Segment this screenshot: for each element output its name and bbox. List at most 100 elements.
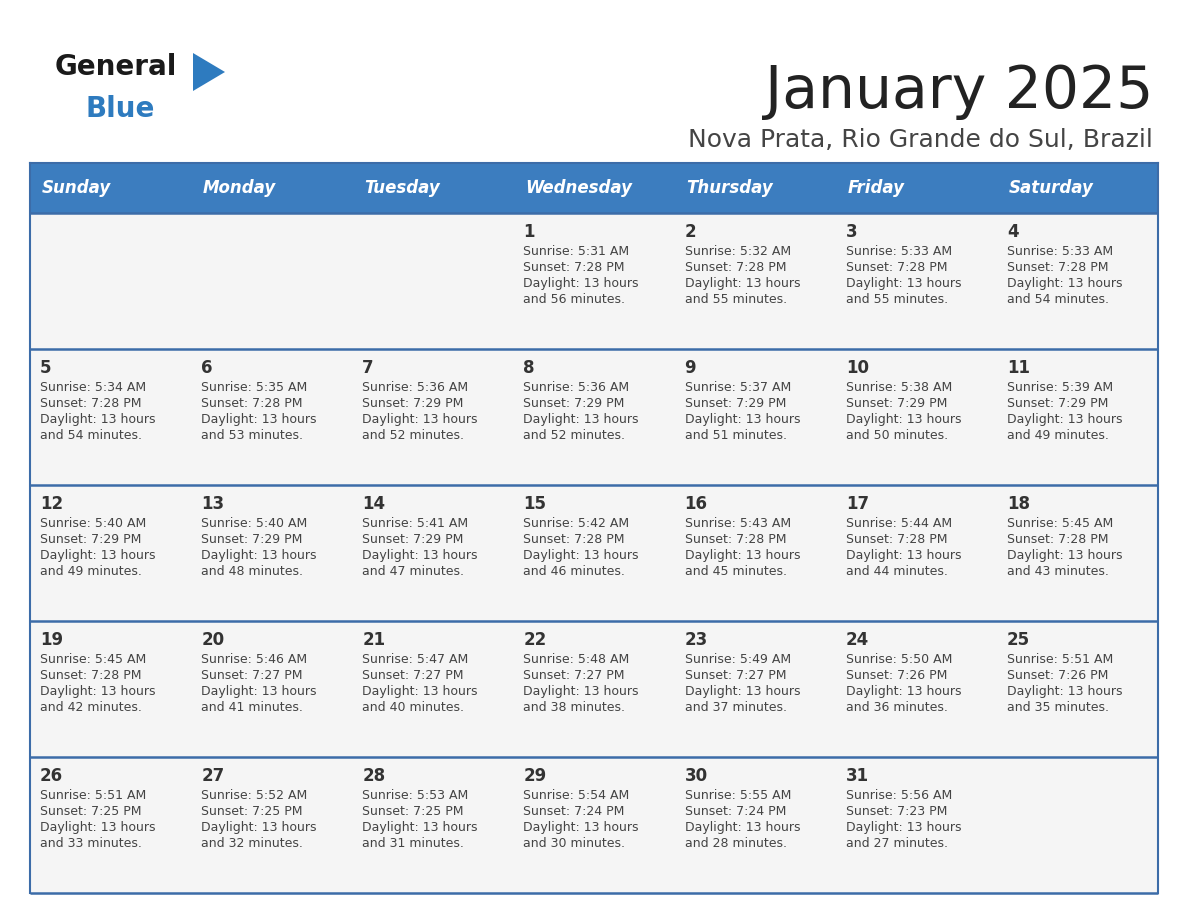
Text: Sunset: 7:29 PM: Sunset: 7:29 PM xyxy=(362,533,463,546)
Text: Daylight: 13 hours: Daylight: 13 hours xyxy=(362,685,478,698)
Text: Daylight: 13 hours: Daylight: 13 hours xyxy=(524,277,639,290)
Bar xyxy=(30,485,191,621)
Bar xyxy=(191,163,353,213)
Bar xyxy=(835,621,997,757)
Text: Daylight: 13 hours: Daylight: 13 hours xyxy=(1007,413,1123,426)
Text: 31: 31 xyxy=(846,767,868,785)
Text: Sunrise: 5:38 AM: Sunrise: 5:38 AM xyxy=(846,381,952,394)
Text: Daylight: 13 hours: Daylight: 13 hours xyxy=(524,549,639,562)
Bar xyxy=(191,757,353,893)
Text: Sunrise: 5:31 AM: Sunrise: 5:31 AM xyxy=(524,245,630,258)
Text: Sunrise: 5:48 AM: Sunrise: 5:48 AM xyxy=(524,653,630,666)
Text: 6: 6 xyxy=(201,359,213,377)
Bar xyxy=(353,621,513,757)
Text: and 51 minutes.: and 51 minutes. xyxy=(684,429,786,442)
Text: Daylight: 13 hours: Daylight: 13 hours xyxy=(846,413,961,426)
Text: Sunrise: 5:54 AM: Sunrise: 5:54 AM xyxy=(524,789,630,802)
Text: Sunset: 7:27 PM: Sunset: 7:27 PM xyxy=(362,669,463,682)
Text: Sunset: 7:25 PM: Sunset: 7:25 PM xyxy=(362,805,463,818)
Text: 26: 26 xyxy=(40,767,63,785)
Bar xyxy=(353,163,513,213)
Text: and 44 minutes.: and 44 minutes. xyxy=(846,565,948,578)
Text: Daylight: 13 hours: Daylight: 13 hours xyxy=(201,685,317,698)
Bar xyxy=(513,621,675,757)
Text: January 2025: January 2025 xyxy=(765,63,1154,120)
Text: Sunrise: 5:40 AM: Sunrise: 5:40 AM xyxy=(201,517,308,530)
Text: and 52 minutes.: and 52 minutes. xyxy=(524,429,625,442)
Bar xyxy=(353,349,513,485)
Text: Sunset: 7:28 PM: Sunset: 7:28 PM xyxy=(1007,261,1108,274)
Text: and 53 minutes.: and 53 minutes. xyxy=(201,429,303,442)
Bar xyxy=(997,349,1158,485)
Text: Sunset: 7:29 PM: Sunset: 7:29 PM xyxy=(846,397,947,410)
Text: 10: 10 xyxy=(846,359,868,377)
Text: General: General xyxy=(55,53,177,81)
Bar xyxy=(835,163,997,213)
Text: and 28 minutes.: and 28 minutes. xyxy=(684,837,786,850)
Text: Daylight: 13 hours: Daylight: 13 hours xyxy=(40,413,156,426)
Bar xyxy=(997,621,1158,757)
Text: Sunset: 7:24 PM: Sunset: 7:24 PM xyxy=(684,805,786,818)
Text: Sunrise: 5:35 AM: Sunrise: 5:35 AM xyxy=(201,381,308,394)
Text: Sunrise: 5:53 AM: Sunrise: 5:53 AM xyxy=(362,789,468,802)
Text: Daylight: 13 hours: Daylight: 13 hours xyxy=(524,413,639,426)
Text: Sunset: 7:28 PM: Sunset: 7:28 PM xyxy=(684,261,786,274)
Text: 25: 25 xyxy=(1007,631,1030,649)
Bar xyxy=(675,213,835,349)
Text: 20: 20 xyxy=(201,631,225,649)
Text: Sunrise: 5:46 AM: Sunrise: 5:46 AM xyxy=(201,653,308,666)
Text: Sunset: 7:28 PM: Sunset: 7:28 PM xyxy=(40,397,141,410)
Text: Daylight: 13 hours: Daylight: 13 hours xyxy=(846,549,961,562)
Text: Sunset: 7:25 PM: Sunset: 7:25 PM xyxy=(40,805,141,818)
Text: and 31 minutes.: and 31 minutes. xyxy=(362,837,465,850)
Text: Sunset: 7:28 PM: Sunset: 7:28 PM xyxy=(846,533,947,546)
Text: Thursday: Thursday xyxy=(687,179,773,197)
Text: 5: 5 xyxy=(40,359,51,377)
Text: Sunset: 7:25 PM: Sunset: 7:25 PM xyxy=(201,805,303,818)
Text: Friday: Friday xyxy=(848,179,905,197)
Text: Sunrise: 5:44 AM: Sunrise: 5:44 AM xyxy=(846,517,952,530)
Bar xyxy=(30,349,191,485)
Text: 2: 2 xyxy=(684,223,696,241)
Text: Daylight: 13 hours: Daylight: 13 hours xyxy=(362,821,478,834)
Text: Daylight: 13 hours: Daylight: 13 hours xyxy=(684,549,800,562)
Text: Sunrise: 5:45 AM: Sunrise: 5:45 AM xyxy=(40,653,146,666)
Text: Sunrise: 5:50 AM: Sunrise: 5:50 AM xyxy=(846,653,952,666)
Bar xyxy=(675,349,835,485)
Text: Sunrise: 5:34 AM: Sunrise: 5:34 AM xyxy=(40,381,146,394)
Text: and 41 minutes.: and 41 minutes. xyxy=(201,701,303,714)
Text: and 32 minutes.: and 32 minutes. xyxy=(201,837,303,850)
Polygon shape xyxy=(192,53,225,91)
Text: 24: 24 xyxy=(846,631,868,649)
Text: Sunrise: 5:43 AM: Sunrise: 5:43 AM xyxy=(684,517,791,530)
Text: 12: 12 xyxy=(40,495,63,513)
Text: Sunrise: 5:41 AM: Sunrise: 5:41 AM xyxy=(362,517,468,530)
Text: Sunset: 7:27 PM: Sunset: 7:27 PM xyxy=(201,669,303,682)
Text: 22: 22 xyxy=(524,631,546,649)
Text: Daylight: 13 hours: Daylight: 13 hours xyxy=(40,821,156,834)
Text: 16: 16 xyxy=(684,495,708,513)
Bar xyxy=(675,621,835,757)
Text: Daylight: 13 hours: Daylight: 13 hours xyxy=(684,413,800,426)
Text: Sunset: 7:29 PM: Sunset: 7:29 PM xyxy=(362,397,463,410)
Bar xyxy=(835,213,997,349)
Text: 30: 30 xyxy=(684,767,708,785)
Text: and 54 minutes.: and 54 minutes. xyxy=(1007,293,1108,306)
Text: Daylight: 13 hours: Daylight: 13 hours xyxy=(1007,277,1123,290)
Bar xyxy=(513,349,675,485)
Text: 27: 27 xyxy=(201,767,225,785)
Text: Daylight: 13 hours: Daylight: 13 hours xyxy=(846,277,961,290)
Bar xyxy=(997,485,1158,621)
Bar xyxy=(997,213,1158,349)
Text: Daylight: 13 hours: Daylight: 13 hours xyxy=(1007,549,1123,562)
Text: and 45 minutes.: and 45 minutes. xyxy=(684,565,786,578)
Bar xyxy=(353,757,513,893)
Text: and 40 minutes.: and 40 minutes. xyxy=(362,701,465,714)
Text: 8: 8 xyxy=(524,359,535,377)
Text: Sunrise: 5:39 AM: Sunrise: 5:39 AM xyxy=(1007,381,1113,394)
Text: and 55 minutes.: and 55 minutes. xyxy=(684,293,786,306)
Text: Sunset: 7:28 PM: Sunset: 7:28 PM xyxy=(524,533,625,546)
Bar xyxy=(835,349,997,485)
Text: 13: 13 xyxy=(201,495,225,513)
Text: and 33 minutes.: and 33 minutes. xyxy=(40,837,141,850)
